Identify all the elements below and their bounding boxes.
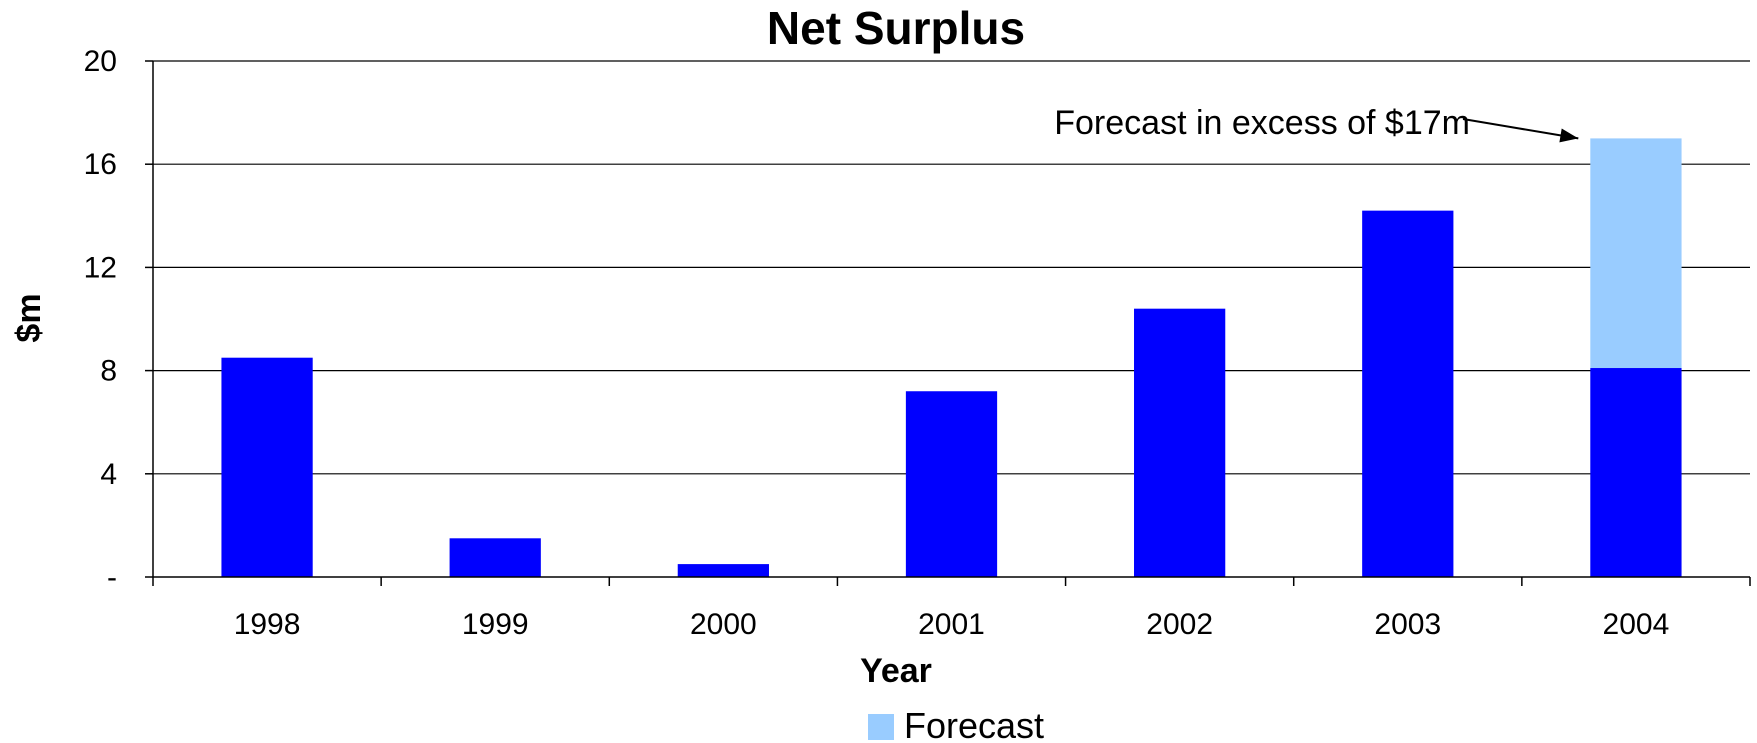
- y-tick-label: 8: [100, 355, 117, 388]
- chart-title: Net Surplus: [767, 2, 1025, 54]
- x-axis-label: Year: [860, 652, 932, 690]
- annotation-arrow-line: [1462, 118, 1579, 140]
- x-tick-label: 2000: [690, 608, 757, 641]
- axes: [145, 60, 1751, 586]
- y-tick-label: 12: [84, 251, 117, 284]
- bar: [221, 357, 313, 577]
- annotation-text: Forecast in excess of $17m: [1054, 104, 1470, 142]
- bar: [905, 391, 998, 577]
- legend-swatch-forecast: [868, 714, 894, 740]
- y-tick-label: 20: [84, 45, 117, 78]
- bar: [1362, 210, 1454, 577]
- gridlines: [153, 60, 1750, 475]
- bar: [449, 538, 541, 577]
- bars: [221, 138, 1682, 577]
- legend: Forecast: [868, 705, 1044, 743]
- x-tick-label: 2001: [918, 608, 985, 641]
- y-tick-label: -: [107, 561, 117, 594]
- y-tick-label: 16: [84, 148, 117, 181]
- bar: [1134, 308, 1226, 577]
- annotation-arrowhead: [1559, 128, 1579, 143]
- bar-forecast: [1590, 138, 1682, 369]
- bar: [1590, 368, 1682, 577]
- annotation-arrow: [1462, 118, 1579, 143]
- y-tick-label: 4: [100, 458, 117, 491]
- legend-label-forecast: Forecast: [904, 705, 1044, 743]
- x-tick-label: 2003: [1374, 608, 1441, 641]
- x-tick-label: 2002: [1146, 608, 1213, 641]
- x-tick-label: 2004: [1603, 608, 1670, 641]
- bar: [677, 564, 769, 577]
- y-axis-label: $m: [10, 293, 48, 342]
- x-tick-labels: 1998 1999 2000 2001 2002 2003 2004: [234, 608, 1670, 641]
- x-tick-label: 1999: [462, 608, 529, 641]
- x-tick-label: 1998: [234, 608, 301, 641]
- y-tick-labels: - 4 8 12 16 20: [84, 45, 117, 594]
